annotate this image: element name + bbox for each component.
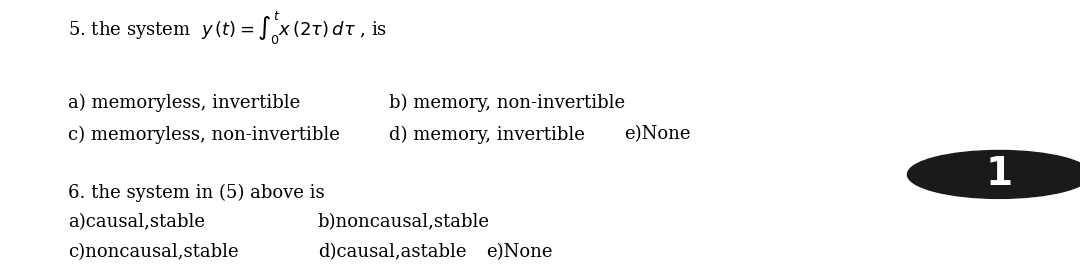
Text: b)noncausal,stable: b)noncausal,stable <box>318 213 489 231</box>
Text: e)None: e)None <box>486 243 553 261</box>
Text: a)causal,stable: a)causal,stable <box>68 213 205 231</box>
Text: 6. the system in (5) above is: 6. the system in (5) above is <box>68 184 324 202</box>
Text: b) memory, non-invertible: b) memory, non-invertible <box>389 93 625 112</box>
Text: d) memory, invertible: d) memory, invertible <box>389 125 585 144</box>
Text: d)causal,astable: d)causal,astable <box>318 243 467 261</box>
Text: e)None: e)None <box>624 126 690 143</box>
Text: c)noncausal,stable: c)noncausal,stable <box>68 243 239 261</box>
Text: a) memoryless, invertible: a) memoryless, invertible <box>68 93 300 112</box>
Text: 1: 1 <box>986 155 1013 193</box>
Text: c) memoryless, non-invertible: c) memoryless, non-invertible <box>68 125 339 144</box>
Text: 5. the system  $y\,(t) = \int_0^t x\,(2\tau)\,d\tau$ , is: 5. the system $y\,(t) = \int_0^t x\,(2\t… <box>68 9 387 47</box>
Circle shape <box>907 150 1080 199</box>
